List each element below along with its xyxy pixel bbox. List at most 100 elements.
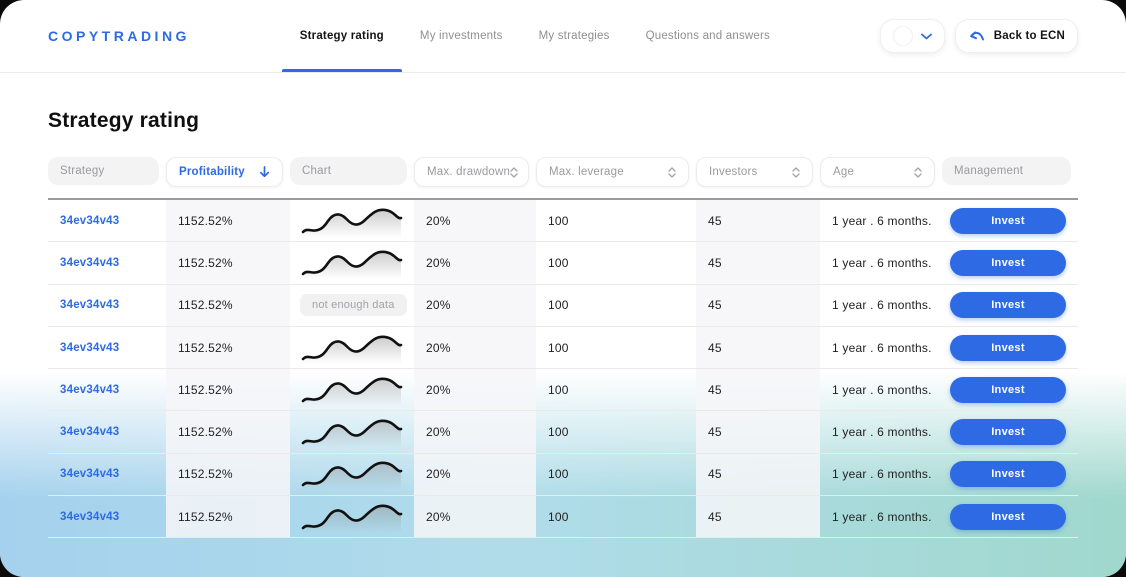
column-header-profitability[interactable]: Profitability: [166, 157, 283, 187]
max-drawdown-value: 20%: [426, 213, 451, 228]
strategy-link[interactable]: 34ev34v43: [60, 256, 120, 269]
management-cell: Invest: [942, 327, 1078, 368]
strategy-table-row: 34ev34v43 1152.52% 20% 100: [48, 411, 1078, 454]
max-leverage-value: 100: [548, 382, 569, 397]
investors-cell: 45: [696, 453, 820, 496]
max-drawdown-value: 20%: [426, 340, 451, 355]
sort-toggle-icon: [668, 166, 676, 178]
age-cell: 1 year . 6 months.: [820, 200, 942, 241]
strategy-link[interactable]: 34ev34v43: [60, 299, 120, 312]
profitability-cell: 1152.52%: [166, 453, 290, 496]
max-leverage-cell: 100: [536, 369, 696, 410]
investors-cell: 45: [696, 326, 820, 369]
invest-button[interactable]: Invest: [950, 461, 1066, 488]
column-header-age-label: Age: [833, 166, 855, 178]
column-header-investors[interactable]: Investors: [696, 157, 813, 187]
profitability-value: 1152.52%: [178, 509, 233, 524]
column-header-strategy-label: Strategy: [60, 165, 105, 177]
invest-button[interactable]: Invest: [950, 503, 1066, 530]
max-drawdown-cell: 20%: [414, 200, 536, 242]
strategy-cell: 34ev34v43: [48, 454, 166, 495]
column-header-management-label: Management: [954, 165, 1024, 177]
max-leverage-cell: 100: [536, 411, 696, 452]
max-drawdown-value: 20%: [426, 467, 451, 482]
investors-value: 45: [708, 467, 722, 482]
profitability-value: 1152.52%: [178, 382, 233, 397]
tab-my-investments[interactable]: My investments: [402, 0, 521, 72]
tab-questions-and-answers-label: Questions and answers: [645, 30, 770, 42]
age-value: 1 year . 6 months.: [832, 509, 932, 524]
column-header-max-leverage[interactable]: Max. leverage: [536, 157, 689, 187]
profitability-value: 1152.52%: [178, 425, 233, 440]
max-drawdown-cell: 20%: [414, 453, 536, 496]
column-header-chart: Chart: [290, 157, 407, 185]
age-value: 1 year . 6 months.: [832, 255, 932, 270]
column-header-age[interactable]: Age: [820, 157, 935, 187]
strategy-cell: 34ev34v43: [48, 327, 166, 368]
active-tab-underline: [281, 69, 402, 72]
not-enough-data-badge: not enough data: [300, 294, 407, 317]
sparkline-chart: [301, 461, 403, 491]
investors-value: 45: [708, 509, 722, 524]
page-title: Strategy rating: [48, 109, 200, 132]
age-value: 1 year . 6 months.: [832, 213, 932, 228]
profitability-cell: 1152.52%: [166, 242, 290, 284]
age-cell: 1 year . 6 months.: [820, 369, 942, 410]
language-selector[interactable]: [879, 19, 945, 53]
investors-value: 45: [708, 213, 722, 228]
column-header-max-drawdown-label: Max. drawdown: [427, 166, 511, 178]
column-header-max-drawdown[interactable]: Max. drawdown: [414, 157, 529, 187]
profitability-value: 1152.52%: [178, 298, 233, 313]
copytrading-logo: COPYTRADING: [48, 28, 190, 44]
strategy-cell: 34ev34v43: [48, 369, 166, 410]
strategy-link[interactable]: 34ev34v43: [60, 341, 120, 354]
investors-cell: 45: [696, 411, 820, 453]
invest-button[interactable]: Invest: [950, 292, 1066, 319]
profitability-cell: 1152.52%: [166, 326, 290, 369]
strategy-link[interactable]: 34ev34v43: [60, 426, 120, 439]
age-cell: 1 year . 6 months.: [820, 454, 942, 495]
age-cell: 1 year . 6 months.: [820, 285, 942, 326]
profitability-cell: 1152.52%: [166, 496, 290, 538]
age-value: 1 year . 6 months.: [832, 298, 932, 313]
strategy-cell: 34ev34v43: [48, 496, 166, 537]
management-cell: Invest: [942, 200, 1078, 241]
invest-button[interactable]: Invest: [950, 249, 1066, 276]
age-value: 1 year . 6 months.: [832, 467, 932, 482]
strategy-link[interactable]: 34ev34v43: [60, 214, 120, 227]
tab-strategy-rating[interactable]: Strategy rating: [281, 0, 402, 72]
max-drawdown-cell: 20%: [414, 326, 536, 369]
strategy-link[interactable]: 34ev34v43: [60, 510, 120, 523]
invest-button[interactable]: Invest: [950, 419, 1066, 446]
strategy-link[interactable]: 34ev34v43: [60, 383, 120, 396]
profitability-cell: 1152.52%: [166, 284, 290, 326]
column-header-max-leverage-label: Max. leverage: [549, 166, 624, 178]
invest-button[interactable]: Invest: [950, 207, 1066, 234]
invest-button[interactable]: Invest: [950, 376, 1066, 403]
chevron-down-icon: [920, 33, 932, 39]
age-value: 1 year . 6 months.: [832, 382, 932, 397]
undo-arrow-icon: [969, 30, 984, 40]
back-to-ecn-button[interactable]: Back to ECN: [954, 19, 1078, 53]
strategy-table-row: 34ev34v43 1152.52% 20% 100: [48, 326, 1078, 370]
max-drawdown-value: 20%: [426, 382, 451, 397]
tab-my-strategies[interactable]: My strategies: [521, 0, 628, 72]
max-leverage-value: 100: [548, 255, 569, 270]
profitability-value: 1152.52%: [178, 213, 233, 228]
management-cell: Invest: [942, 411, 1078, 452]
profitability-value: 1152.52%: [178, 340, 233, 355]
max-drawdown-value: 20%: [426, 298, 451, 313]
sparkline-chart: [301, 335, 403, 364]
strategy-link[interactable]: 34ev34v43: [60, 468, 120, 481]
max-leverage-value: 100: [548, 340, 569, 355]
max-leverage-value: 100: [548, 298, 569, 313]
chart-cell: [290, 454, 414, 495]
tab-questions-and-answers[interactable]: Questions and answers: [628, 0, 788, 72]
strategy-cell: 34ev34v43: [48, 411, 166, 452]
strategy-table-row: 34ev34v43 1152.52% 20% 100: [48, 242, 1078, 285]
sparkline-chart: [301, 504, 403, 533]
invest-button[interactable]: Invest: [950, 334, 1066, 361]
age-value: 1 year . 6 months.: [832, 425, 932, 440]
sparkline-chart: [301, 208, 403, 237]
max-leverage-cell: 100: [536, 242, 696, 283]
